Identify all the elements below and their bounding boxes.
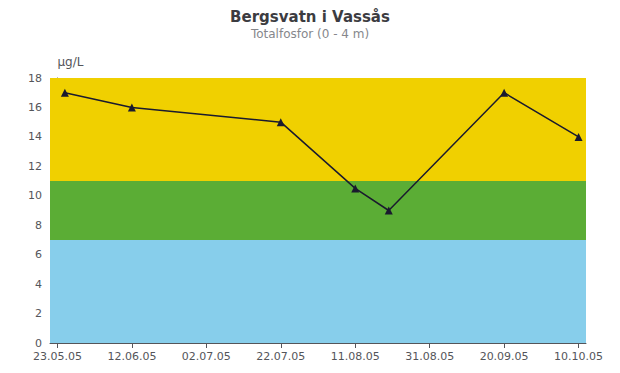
svg-text:10.10.05: 10.10.05	[554, 350, 603, 363]
svg-text:11.08.05: 11.08.05	[331, 350, 380, 363]
svg-text:8: 8	[35, 219, 42, 232]
svg-text:10: 10	[28, 189, 42, 202]
svg-text:20.09.05: 20.09.05	[480, 350, 529, 363]
svg-text:2: 2	[35, 307, 42, 320]
svg-text:23.05.05: 23.05.05	[33, 350, 82, 363]
svg-text:μg/L: μg/L	[57, 55, 83, 69]
svg-text:22.07.05: 22.07.05	[256, 350, 305, 363]
svg-text:Totalfosfor (0 - 4 m): Totalfosfor (0 - 4 m)	[250, 27, 369, 41]
svg-text:12: 12	[28, 160, 42, 173]
svg-text:Bergsvatn i Vassås: Bergsvatn i Vassås	[230, 8, 390, 26]
svg-text:02.07.05: 02.07.05	[182, 350, 231, 363]
svg-text:6: 6	[35, 248, 42, 261]
svg-text:31.08.05: 31.08.05	[405, 350, 454, 363]
svg-text:0: 0	[35, 337, 42, 350]
svg-text:18: 18	[28, 72, 42, 85]
svg-text:12.06.05: 12.06.05	[107, 350, 156, 363]
svg-text:14: 14	[28, 130, 42, 143]
svg-text:16: 16	[28, 101, 42, 114]
svg-text:4: 4	[35, 278, 42, 291]
